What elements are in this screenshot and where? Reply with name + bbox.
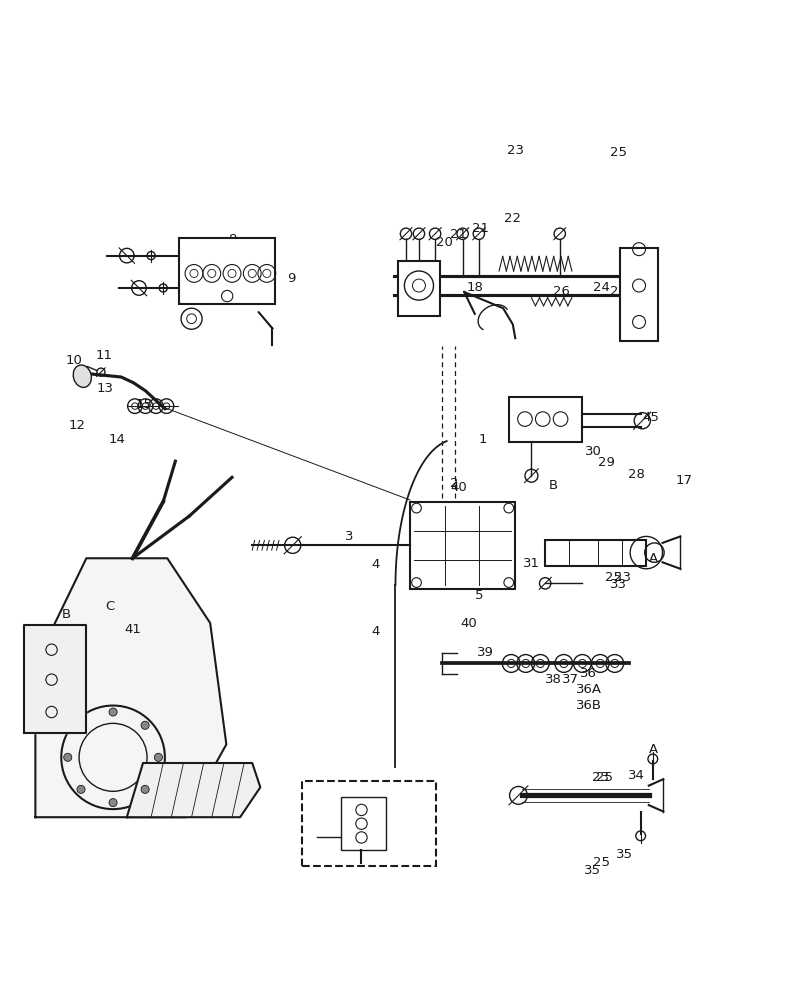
Circle shape <box>154 753 162 761</box>
Text: C: C <box>105 600 114 613</box>
Bar <box>410 502 515 589</box>
Text: 20: 20 <box>436 236 453 249</box>
Polygon shape <box>127 763 260 817</box>
Text: 42: 42 <box>393 846 409 859</box>
Text: 30: 30 <box>490 579 507 592</box>
Text: 25: 25 <box>593 856 610 869</box>
Text: 8: 8 <box>228 233 236 246</box>
Text: 14: 14 <box>109 433 126 446</box>
Polygon shape <box>24 625 86 733</box>
Circle shape <box>141 721 149 729</box>
Text: 10: 10 <box>66 354 83 367</box>
Bar <box>397 261 440 316</box>
Text: 5: 5 <box>474 589 483 602</box>
Circle shape <box>77 785 85 793</box>
Text: 23: 23 <box>591 771 608 784</box>
Text: 44: 44 <box>204 267 220 280</box>
Text: 30: 30 <box>585 445 602 458</box>
Text: 28: 28 <box>628 468 644 481</box>
Text: 19: 19 <box>406 277 422 290</box>
Text: 36: 36 <box>580 667 597 680</box>
Text: A: A <box>648 743 658 756</box>
Text: 29: 29 <box>598 456 615 469</box>
Text: B: B <box>62 608 71 621</box>
Ellipse shape <box>73 365 92 387</box>
Bar <box>508 397 581 442</box>
Text: 2: 2 <box>450 477 458 490</box>
Text: 22: 22 <box>504 212 521 225</box>
Text: 35: 35 <box>616 848 633 861</box>
Text: 45: 45 <box>642 411 658 424</box>
Text: C: C <box>646 265 655 278</box>
Text: 36A: 36A <box>575 683 601 696</box>
Text: A: A <box>648 552 658 565</box>
Text: 4: 4 <box>371 558 379 571</box>
Text: 43: 43 <box>339 806 356 819</box>
Text: 26: 26 <box>552 285 569 298</box>
Text: 34: 34 <box>628 769 644 782</box>
Text: 21: 21 <box>449 228 466 241</box>
Circle shape <box>77 721 85 729</box>
Text: B: B <box>548 479 557 492</box>
Text: 23: 23 <box>614 571 631 584</box>
Bar <box>179 238 275 304</box>
Text: 36B: 36B <box>575 699 601 712</box>
Text: 15: 15 <box>135 398 152 411</box>
Text: 25: 25 <box>605 571 622 584</box>
Text: 40: 40 <box>459 617 476 630</box>
Text: 38: 38 <box>544 673 561 686</box>
Bar <box>302 781 436 866</box>
Text: 17: 17 <box>674 474 691 487</box>
Circle shape <box>141 785 149 793</box>
Bar <box>341 797 385 850</box>
Text: 6: 6 <box>247 251 256 264</box>
Text: 27: 27 <box>609 285 626 298</box>
Text: 24: 24 <box>593 281 610 294</box>
Text: 9: 9 <box>286 272 295 285</box>
Text: 11: 11 <box>96 349 113 362</box>
Text: 25: 25 <box>609 146 626 159</box>
Text: 18: 18 <box>466 281 483 294</box>
Text: 4: 4 <box>371 625 379 638</box>
Text: 3: 3 <box>345 530 353 543</box>
Text: 37: 37 <box>561 673 578 686</box>
Text: 33: 33 <box>609 578 626 591</box>
Text: 31: 31 <box>522 557 539 570</box>
Text: 21: 21 <box>471 222 488 235</box>
Bar <box>619 248 658 341</box>
Text: 12: 12 <box>69 419 86 432</box>
Text: 7: 7 <box>268 241 277 254</box>
Circle shape <box>63 753 71 761</box>
Text: 39: 39 <box>476 646 493 659</box>
Text: 32: 32 <box>586 549 603 562</box>
Circle shape <box>109 799 117 807</box>
Bar <box>544 540 646 566</box>
Text: 16: 16 <box>510 429 527 442</box>
Text: 23: 23 <box>506 144 523 157</box>
Circle shape <box>109 708 117 716</box>
Text: 1: 1 <box>478 433 487 446</box>
Text: 40: 40 <box>449 481 466 494</box>
Text: 13: 13 <box>97 382 114 395</box>
Text: 25: 25 <box>595 771 612 784</box>
Text: 35: 35 <box>583 864 600 877</box>
Polygon shape <box>36 558 226 817</box>
Text: 41: 41 <box>124 623 141 636</box>
